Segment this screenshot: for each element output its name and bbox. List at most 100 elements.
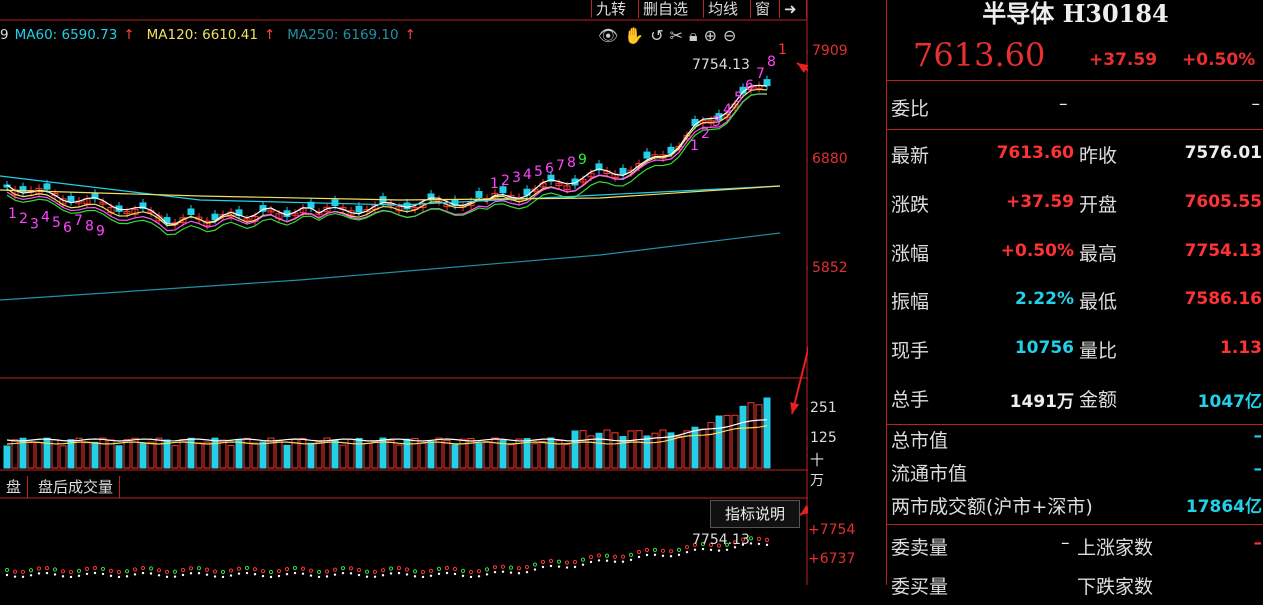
indicator-dot bbox=[469, 575, 473, 579]
indicator-dot bbox=[156, 568, 162, 573]
nine-turn-label: 6 bbox=[63, 220, 72, 236]
indicator-dot bbox=[268, 569, 274, 575]
indicator-dot bbox=[205, 573, 209, 576]
indicator-dot bbox=[604, 553, 610, 558]
stat-row: 两市成交额(沪市+深市) 17864亿 bbox=[887, 492, 1263, 525]
indicator-dot bbox=[220, 569, 226, 575]
quote-label: 最低 bbox=[1079, 291, 1118, 314]
tab-after-hours-volume[interactable]: 盘后成交量 bbox=[32, 476, 121, 498]
ma5-line bbox=[6, 84, 768, 225]
volume-bar bbox=[251, 442, 259, 469]
nine-turn-label: 2 bbox=[19, 211, 28, 227]
toolbar-nine-turn-button[interactable]: 九转 bbox=[591, 0, 631, 18]
order-row: 委卖量 – 上涨家数 – bbox=[887, 533, 1263, 566]
indicator-dot bbox=[636, 549, 642, 555]
indicator-dot bbox=[36, 566, 42, 571]
toolbar-export-icon[interactable]: ➜ bbox=[779, 0, 807, 18]
volume-bar bbox=[483, 441, 491, 469]
indicator-dot bbox=[172, 569, 178, 574]
indicator-dot bbox=[517, 572, 521, 575]
indicator-dot bbox=[628, 552, 634, 557]
indicator-dot bbox=[444, 565, 450, 571]
indicator-dot bbox=[164, 569, 170, 574]
zoom-out-icon[interactable]: ⊖ bbox=[722, 26, 743, 45]
indicator-dot bbox=[549, 564, 553, 568]
scissors-icon[interactable]: ✂ bbox=[669, 26, 690, 45]
ma10-line bbox=[6, 88, 768, 227]
volume-bar bbox=[707, 422, 715, 469]
indicator-dot bbox=[165, 575, 169, 579]
volume-bar bbox=[491, 437, 499, 469]
nine-turn-label: 1 bbox=[690, 138, 699, 154]
indicator-dot bbox=[341, 571, 345, 575]
toolbar-window-button[interactable]: 窗 bbox=[750, 0, 775, 18]
indicator-dot bbox=[365, 575, 369, 578]
indicator-dot bbox=[340, 566, 346, 571]
toolbar-remove-watchlist-button[interactable]: 删自选 bbox=[638, 0, 693, 18]
ma60-line bbox=[0, 175, 781, 206]
volume-axis-label: 251 bbox=[810, 400, 837, 416]
quote-panel: 半导体 H30184 7613.60 +37.59 +0.50% 委比 – – … bbox=[886, 0, 1263, 598]
undo-icon[interactable]: ↺ bbox=[650, 26, 670, 45]
indicator-dot bbox=[477, 575, 481, 578]
volume-bar bbox=[571, 430, 579, 469]
volume-bar bbox=[467, 438, 475, 469]
candle bbox=[203, 220, 211, 227]
candle bbox=[211, 213, 219, 221]
chart-tool-icons: 👁✋↺✂🔒︎⊕⊖ bbox=[598, 26, 742, 46]
indicator-dot bbox=[749, 542, 753, 545]
ma120-legend: MA120: 6610.41 ↑ bbox=[146, 27, 276, 43]
tab-after-market[interactable]: 盘 bbox=[0, 476, 29, 498]
indicator-dot bbox=[77, 574, 81, 578]
price-axis-label: 6880 bbox=[812, 151, 848, 167]
volume-bar bbox=[91, 441, 99, 469]
volume-bar bbox=[635, 430, 643, 469]
indicator-dot bbox=[468, 569, 474, 575]
eye-icon[interactable]: 👁 bbox=[598, 26, 625, 45]
indicator-dot bbox=[60, 569, 66, 574]
volume-bar bbox=[339, 444, 347, 469]
indicator-dot bbox=[421, 575, 425, 579]
toolbar-ma-button[interactable]: 均线 bbox=[703, 0, 743, 18]
indicator-dot bbox=[189, 572, 193, 575]
quote-value: 1491万 bbox=[1009, 392, 1074, 412]
volume-bar bbox=[595, 432, 603, 469]
volume-bar bbox=[227, 444, 235, 469]
indicator-dot bbox=[413, 575, 417, 578]
indicator-dot bbox=[372, 569, 378, 574]
indicator-dot bbox=[692, 542, 698, 547]
indicator-dot bbox=[508, 565, 514, 570]
indicator-explain-button[interactable]: 指标说明 bbox=[710, 500, 800, 528]
indicator-dot bbox=[605, 559, 609, 562]
indicator-dot bbox=[349, 572, 353, 575]
price-change: +37.59 bbox=[1089, 50, 1158, 70]
price-change-pct: +0.50% bbox=[1182, 50, 1256, 70]
stat-row: 流通市值 – bbox=[887, 459, 1263, 492]
hand-icon[interactable]: ✋ bbox=[624, 26, 651, 45]
lock-icon[interactable]: 🔒︎ bbox=[689, 26, 704, 45]
indicator-dot bbox=[501, 570, 505, 573]
indicator-dot bbox=[125, 575, 129, 578]
volume-bar bbox=[11, 439, 19, 469]
indicator-dot bbox=[316, 569, 322, 575]
nine-turn-label: 1 bbox=[8, 206, 17, 222]
indicator-dot bbox=[21, 575, 25, 579]
volume-bar bbox=[275, 439, 283, 469]
candle bbox=[131, 208, 139, 215]
indicator-dot bbox=[756, 536, 762, 542]
indicator-dot bbox=[668, 549, 674, 554]
volume-bar bbox=[123, 439, 131, 469]
volume-bar bbox=[763, 397, 771, 469]
zoom-in-icon[interactable]: ⊕ bbox=[703, 26, 723, 45]
indicator-dot bbox=[428, 568, 434, 573]
indicator-dot bbox=[100, 566, 106, 572]
volume-bar bbox=[163, 439, 171, 469]
indicator-dot bbox=[332, 567, 338, 572]
volume-bar bbox=[731, 414, 739, 469]
nine-turn-label: 5 bbox=[52, 215, 61, 231]
quote-row: 涨幅 +0.50% 最高 7754.13 bbox=[887, 229, 1263, 277]
indicator-dot bbox=[196, 566, 202, 571]
volume-bar bbox=[659, 429, 667, 469]
volume-bar bbox=[99, 437, 107, 469]
